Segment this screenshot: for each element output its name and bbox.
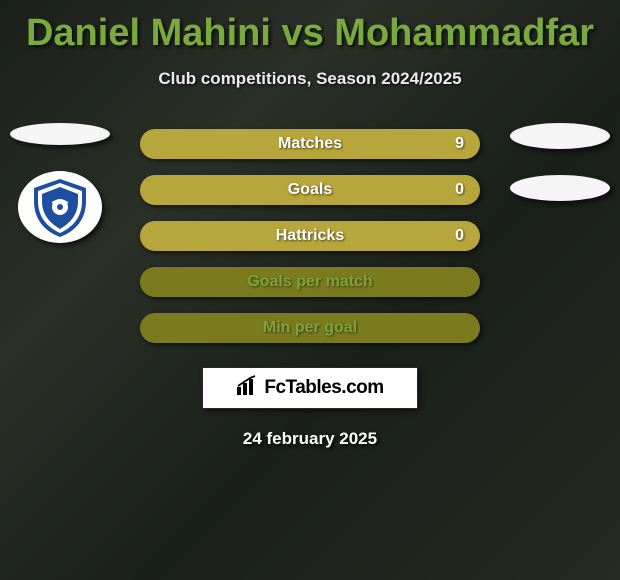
stat-value: 0 bbox=[455, 227, 464, 245]
stat-list: Matches 9 Goals 0 Hattricks 0 Goals per … bbox=[140, 129, 480, 343]
stat-label: Goals bbox=[288, 181, 332, 199]
player-right-ellipse-1 bbox=[510, 123, 610, 149]
stat-row-goals-per-match: Goals per match bbox=[140, 267, 480, 297]
stat-row-hattricks: Hattricks 0 bbox=[140, 221, 480, 251]
player-left-slot bbox=[10, 123, 110, 243]
player-right-ellipse-2 bbox=[510, 175, 610, 201]
stat-label: Hattricks bbox=[276, 227, 344, 245]
page-subtitle: Club competitions, Season 2024/2025 bbox=[0, 69, 620, 89]
stat-row-goals: Goals 0 bbox=[140, 175, 480, 205]
stat-label: Goals per match bbox=[247, 273, 372, 291]
brand-box[interactable]: FcTables.com bbox=[202, 367, 418, 409]
date-text: 24 february 2025 bbox=[0, 429, 620, 449]
comparison-region: Matches 9 Goals 0 Hattricks 0 Goals per … bbox=[0, 129, 620, 343]
player-left-ellipse bbox=[10, 123, 110, 145]
stat-row-matches: Matches 9 bbox=[140, 129, 480, 159]
stat-row-min-per-goal: Min per goal bbox=[140, 313, 480, 343]
player-left-club-badge bbox=[18, 171, 102, 243]
stat-label: Matches bbox=[278, 135, 342, 153]
brand-name: FcTables.com bbox=[264, 377, 383, 399]
stat-label: Min per goal bbox=[263, 319, 357, 337]
chart-bars-icon bbox=[236, 375, 258, 402]
club-crest-icon bbox=[26, 173, 94, 241]
page-title: Daniel Mahini vs Mohammadfar bbox=[0, 0, 620, 55]
player-right-slot bbox=[510, 123, 610, 243]
stat-value: 0 bbox=[455, 181, 464, 199]
stat-value: 9 bbox=[455, 135, 464, 153]
